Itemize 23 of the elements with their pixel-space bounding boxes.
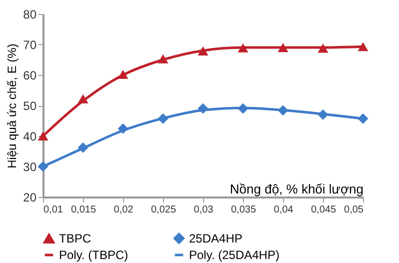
y-tick-label: 70 bbox=[23, 38, 37, 52]
x-tick-label: 0,025 bbox=[150, 204, 176, 216]
legend-label: 25DA4HP bbox=[189, 231, 242, 246]
point bbox=[38, 131, 48, 141]
x-axis-title: Nồng độ, % khối lượng bbox=[230, 182, 364, 196]
x-tick-label: 0,015 bbox=[70, 204, 96, 216]
x-tick-label: 0,04 bbox=[274, 204, 294, 216]
legend-label: TBPC bbox=[59, 232, 92, 246]
x-tick-label: 0,05 bbox=[344, 204, 364, 216]
y-tick-label: 80 bbox=[23, 8, 37, 22]
legend-label: Poly. (TBPC) bbox=[59, 248, 128, 262]
y-tick-label: 50 bbox=[23, 99, 37, 113]
x-tick-label: 0,035 bbox=[230, 204, 256, 216]
x-tick-label: 0,02 bbox=[114, 204, 134, 216]
y-tick-label: 60 bbox=[23, 68, 37, 82]
y-axis-title: Hiệu quả ức chế, E (%) bbox=[5, 44, 20, 168]
y-tick-label: 20 bbox=[23, 190, 37, 204]
x-tick-label: 0,045 bbox=[310, 204, 336, 216]
x-tick-label: 0,03 bbox=[194, 204, 214, 216]
y-tick-label: 30 bbox=[23, 160, 37, 174]
legend-label: Poly. (25DA4HP) bbox=[189, 248, 280, 262]
y-tick-label: 40 bbox=[23, 130, 37, 144]
x-tick-label: 0,01 bbox=[44, 204, 64, 216]
